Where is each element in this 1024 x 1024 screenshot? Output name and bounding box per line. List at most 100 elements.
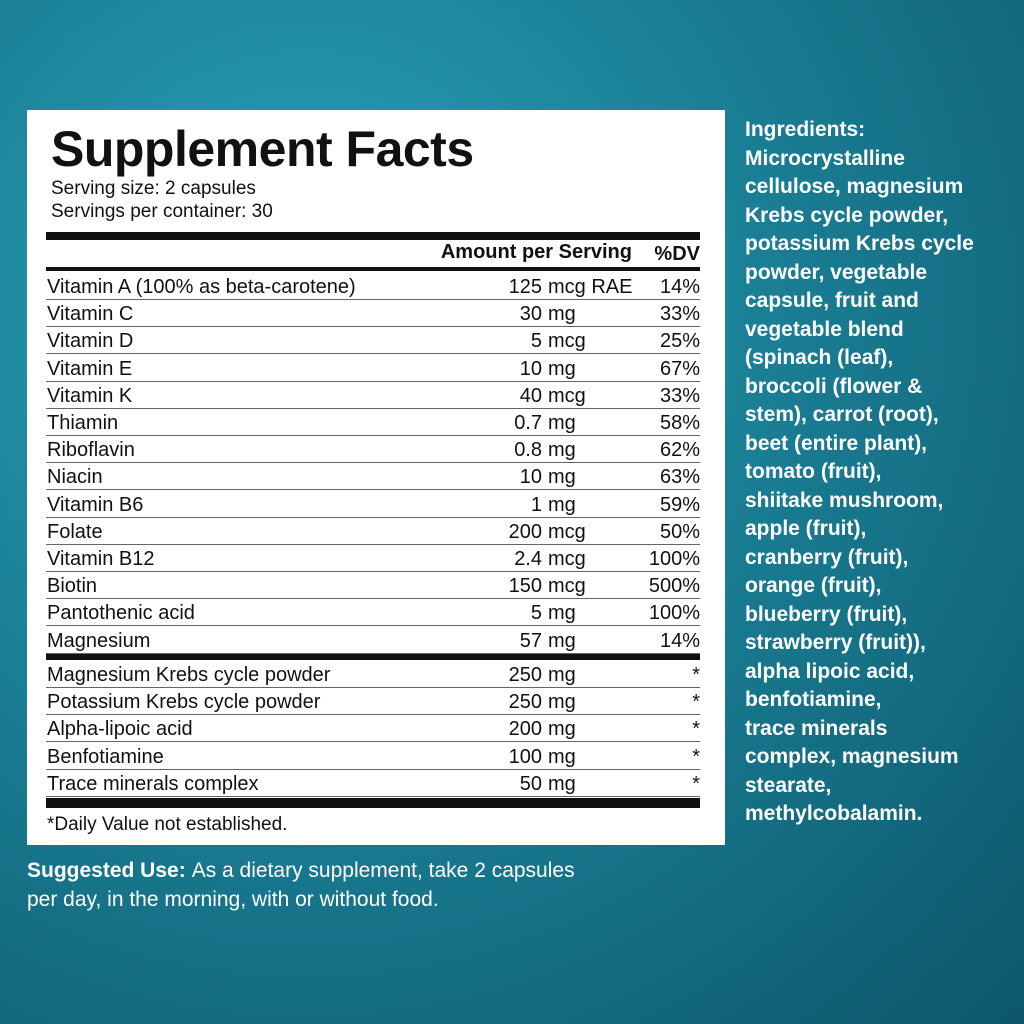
ingredients-line: vegetable blend bbox=[745, 317, 904, 341]
ingredients-line: apple (fruit), bbox=[745, 517, 867, 540]
unit: mcg bbox=[548, 384, 586, 407]
nutrient-name: Vitamin B6 bbox=[47, 493, 144, 516]
daily-value: 63% bbox=[659, 466, 700, 489]
ingredients-line: orange (fruit), bbox=[745, 574, 882, 597]
suggested-use-text: per day, in the morning, with or without… bbox=[27, 888, 439, 911]
amount: 1 bbox=[530, 493, 542, 516]
daily-value: * bbox=[692, 745, 700, 768]
daily-value: 33% bbox=[659, 303, 700, 326]
nutrient-row: Folate 200 mcg 50% bbox=[46, 518, 700, 545]
servings-per-container: Servings per container: 30 bbox=[51, 201, 273, 222]
daily-value: * bbox=[692, 691, 700, 714]
amount: 0.7 bbox=[514, 412, 542, 434]
nutrient-name: Potassium Krebs cycle powder bbox=[47, 691, 321, 714]
nutrient-name: Folate bbox=[47, 520, 103, 543]
daily-value: * bbox=[692, 718, 700, 741]
nutrient-name: Riboflavin bbox=[47, 439, 135, 462]
unit: mcg bbox=[548, 575, 586, 598]
nutrient-name: Vitamin E bbox=[47, 357, 133, 380]
daily-value: 14% bbox=[659, 629, 700, 652]
suggested-use-line: per day, in the morning, with or without… bbox=[27, 885, 575, 914]
nutrient-name: Vitamin B12 bbox=[47, 548, 155, 570]
unit: mg bbox=[548, 745, 576, 768]
daily-value: 59% bbox=[659, 493, 700, 516]
amount: 30 bbox=[519, 303, 542, 326]
nutrient-name: Thiamin bbox=[47, 412, 119, 434]
ingredients-line: complex, magnesium bbox=[745, 745, 959, 768]
daily-value: 100% bbox=[648, 548, 700, 570]
nutrient-row: Riboflavin 0.8 mg 62% bbox=[46, 436, 700, 464]
amount: 200 bbox=[508, 718, 542, 741]
ingredients-line: alpha lipoic acid, bbox=[745, 659, 915, 683]
daily-value: * bbox=[692, 664, 700, 686]
amount: 100 bbox=[508, 745, 542, 768]
nutrient-row: Potassium Krebs cycle powder 250 mg * bbox=[46, 688, 700, 716]
ingredients-line: benfotiamine, bbox=[745, 688, 882, 711]
nutrient-name: Magnesium Krebs cycle powder bbox=[47, 664, 331, 686]
unit: mcg bbox=[548, 330, 586, 353]
ingredients-line: strawberry (fruit)), bbox=[745, 631, 926, 654]
thick-rule bbox=[46, 232, 700, 240]
facts-panel: Supplement Facts Serving size: 2 capsule… bbox=[27, 110, 725, 845]
ingredients-line: potassium Krebs cycle bbox=[745, 232, 974, 255]
nutrient-name: Vitamin K bbox=[47, 384, 133, 407]
nutrient-name: Vitamin A (100% as beta-carotene) bbox=[47, 276, 356, 298]
amount: 250 bbox=[508, 691, 542, 714]
ingredients-heading: Ingredients: bbox=[745, 118, 866, 141]
daily-value: 50% bbox=[659, 520, 700, 543]
daily-value: 58% bbox=[659, 412, 700, 434]
daily-value: 33% bbox=[659, 384, 700, 407]
ingredients-line: shiitake mushroom, bbox=[745, 488, 944, 512]
amount: 57 bbox=[519, 629, 542, 652]
suggested-use: Suggested Use: As a dietary supplement, t… bbox=[27, 856, 575, 914]
amount: 10 bbox=[519, 466, 542, 489]
amount: 10 bbox=[519, 357, 542, 380]
daily-value: 100% bbox=[648, 602, 700, 625]
nutrient-row: Thiamin 0.7 mg 58% bbox=[46, 409, 700, 436]
unit: mg bbox=[548, 602, 576, 625]
ingredients-line: blueberry (fruit), bbox=[745, 602, 908, 626]
nutrient-name: Trace minerals complex bbox=[47, 772, 259, 795]
nutrient-row: Vitamin A (100% as beta-carotene) 125 mcg … bbox=[46, 273, 700, 300]
nutrient-row: Vitamin C 30 mg 33% bbox=[46, 300, 700, 328]
amount: 0.8 bbox=[514, 439, 542, 462]
dv-header: %DV bbox=[654, 243, 700, 265]
unit: mcg bbox=[548, 520, 586, 543]
ingredients-line: stem), carrot (root), bbox=[745, 403, 939, 426]
ingredients-line: capsule, fruit and bbox=[745, 289, 919, 312]
nutrient-row: Alpha-lipoic acid 200 mg * bbox=[46, 715, 700, 743]
nutrient-row: Vitamin K 40 mcg 33% bbox=[46, 382, 700, 409]
amount: 250 bbox=[508, 664, 542, 686]
unit: mg bbox=[548, 772, 576, 795]
amount: 5 bbox=[530, 330, 542, 353]
unit: mcg RAE bbox=[548, 276, 633, 298]
nutrient-row: Biotin 150 mcg 500% bbox=[46, 572, 700, 600]
ingredients-line: broccoli (flower & bbox=[745, 374, 923, 398]
ingredients: Ingredients: Microcrystalline cellulose, … bbox=[745, 116, 974, 829]
ingredients-line: cranberry (fruit), bbox=[745, 545, 909, 569]
nutrient-name: Benfotiamine bbox=[47, 745, 164, 768]
nutrient-name: Vitamin C bbox=[47, 303, 134, 326]
suggested-use-label: Suggested Use: bbox=[27, 859, 186, 882]
ingredients-line: powder, vegetable bbox=[745, 260, 928, 284]
unit: mg bbox=[548, 466, 576, 489]
suggested-use-text: As a dietary supplement, take 2 capsules bbox=[191, 859, 575, 882]
nutrient-name: Magnesium bbox=[47, 629, 151, 652]
nutrient-name: Biotin bbox=[47, 575, 98, 598]
daily-value: 62% bbox=[659, 439, 700, 462]
daily-value: 25% bbox=[659, 330, 700, 353]
amount-header: Amount per Serving bbox=[440, 241, 632, 263]
amount: 40 bbox=[519, 384, 542, 407]
nutrient-row: Trace minerals complex 50 mg * bbox=[46, 770, 700, 797]
nutrient-row: Vitamin E 10 mg 67% bbox=[46, 355, 700, 382]
nutrient-row: Pantothenic acid 5 mg 100% bbox=[46, 599, 700, 627]
nutrient-row: Benfotiamine 100 mg * bbox=[46, 743, 700, 770]
nutrient-name: Niacin bbox=[47, 466, 103, 489]
footnote: *Daily Value not established. bbox=[47, 814, 288, 835]
unit: mg bbox=[548, 493, 576, 516]
ingredients-line: Krebs cycle powder, bbox=[745, 203, 949, 227]
amount: 50 bbox=[519, 772, 542, 795]
amount: 5 bbox=[530, 602, 542, 625]
nutrient-row: Vitamin D 5 mcg 25% bbox=[46, 327, 700, 355]
